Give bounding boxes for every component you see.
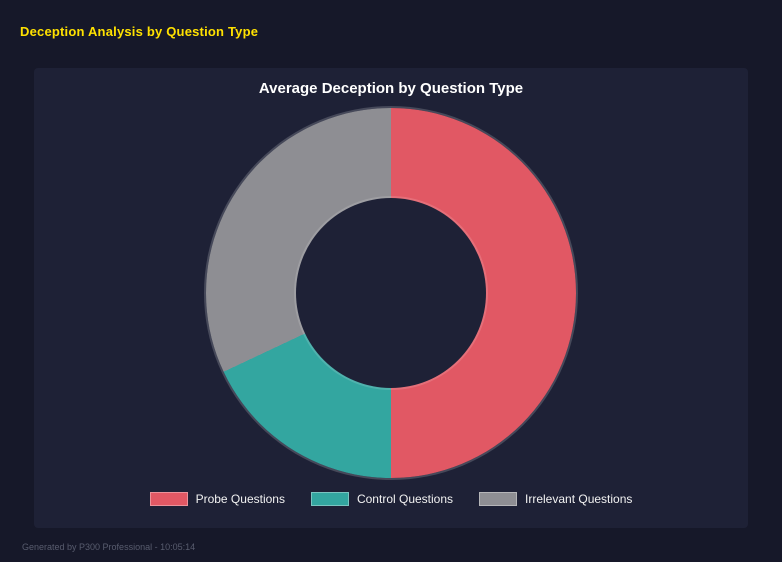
legend-label: Control Questions	[356, 492, 454, 506]
donut-chart-area	[206, 108, 576, 478]
legend-item-probe[interactable]: Probe Questions	[149, 492, 285, 506]
legend-item-control[interactable]: Control Questions	[310, 492, 454, 506]
donut-hole	[296, 198, 486, 388]
chart-title: Average Deception by Question Type	[258, 80, 524, 97]
chart-legend: Probe Questions Control Questions Irrele…	[34, 492, 748, 506]
legend-swatch	[149, 492, 188, 506]
page-title: Deception Analysis by Question Type	[20, 24, 259, 39]
chart-panel: Average Deception by Question Type Probe…	[34, 68, 748, 528]
footer-status-text: Generated by P300 Professional - 10:05:1…	[22, 542, 196, 552]
legend-swatch	[310, 492, 349, 506]
legend-swatch	[479, 492, 518, 506]
legend-label: Probe Questions	[195, 492, 285, 506]
legend-label: Irrelevant Questions	[525, 492, 633, 506]
legend-item-irrelevant[interactable]: Irrelevant Questions	[479, 492, 632, 506]
